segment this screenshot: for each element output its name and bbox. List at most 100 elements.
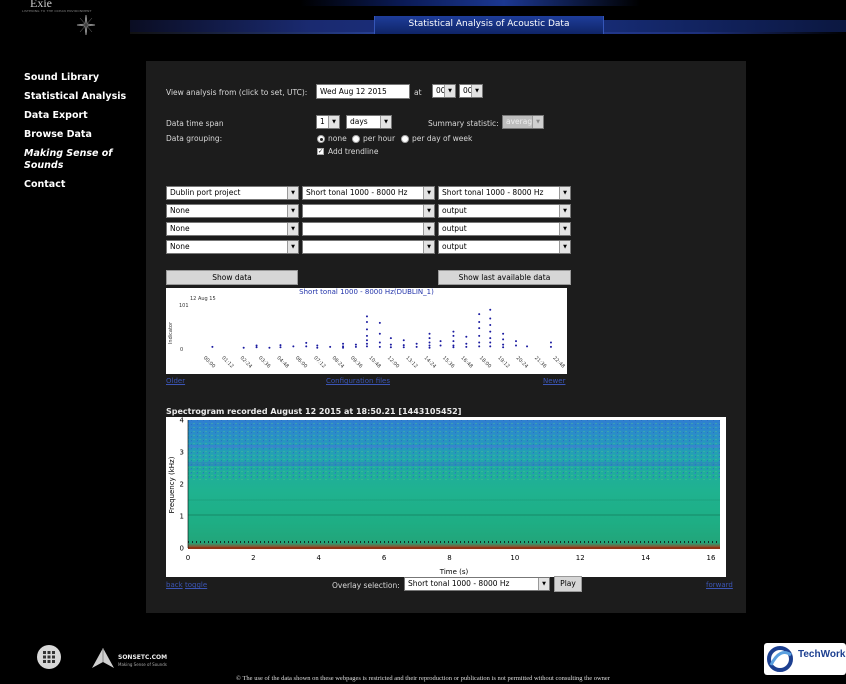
chart-plot: 12 Aug 15 Indicator 101 0 00:00 01:12 02:2… — [168, 296, 566, 370]
hour-select[interactable]: 00 ▼ — [432, 84, 456, 98]
newer-link[interactable]: Newer — [543, 377, 566, 385]
spectrogram-noise-band — [188, 420, 720, 480]
chart-x-tick-label: 15:36 — [441, 355, 455, 369]
time-unit-value: days — [350, 117, 368, 126]
spectrogram-title: Spectrogram recorded August 12 2015 at 1… — [166, 407, 462, 416]
sidebar-item-statistical-analysis[interactable]: Statistical Analysis — [24, 91, 127, 102]
chart-point — [478, 341, 481, 344]
indicator-select[interactable]: ▼ — [302, 240, 435, 254]
play-button[interactable]: Play — [554, 576, 582, 592]
chart-point — [305, 341, 308, 344]
grid-logo-icon[interactable] — [36, 644, 62, 670]
sonsetc-logo-icon[interactable] — [90, 646, 116, 670]
summary-select[interactable]: average ▼ — [502, 115, 544, 129]
chart-point — [316, 344, 319, 347]
chart-point — [211, 345, 214, 348]
toggle-link[interactable]: toggle — [185, 581, 208, 589]
chevron-down-icon: ▼ — [423, 223, 434, 235]
chart-point — [279, 344, 282, 347]
time-span-value: 1 — [320, 117, 325, 126]
summary-value: average — [506, 117, 537, 126]
chart-point — [402, 344, 405, 347]
chart-point — [502, 332, 505, 335]
chart-point — [478, 313, 481, 316]
chart-point — [428, 344, 431, 347]
date-input[interactable]: Wed Aug 12 2015 — [316, 84, 410, 99]
grouping-none-radio[interactable] — [317, 135, 325, 143]
minute-select[interactable]: 00 ▼ — [459, 84, 483, 98]
trendline-checkbox[interactable]: ✓ — [317, 148, 324, 155]
output-select[interactable]: output ▼ — [438, 222, 571, 236]
overlay-selection-label: Overlay selection: — [332, 581, 400, 590]
chart-point — [354, 345, 357, 348]
chart-point — [428, 341, 431, 344]
spectrogram-x-tick: 4 — [317, 554, 322, 562]
site-logo-text[interactable]: Exie — [30, 0, 52, 10]
chart-date-label: 12 Aug 15 — [190, 296, 216, 302]
chevron-down-icon: ▼ — [423, 187, 434, 199]
indicator-select[interactable]: ▼ — [302, 204, 435, 218]
indicator-select[interactable]: Short tonal 1000 - 8000 Hz ▼ — [302, 186, 435, 200]
project-select[interactable]: None ▼ — [166, 204, 299, 218]
sonsetc-title[interactable]: SONSETC.COM — [118, 654, 168, 661]
chart-point — [452, 344, 455, 347]
output-select[interactable]: output ▼ — [438, 240, 571, 254]
spectrogram-y-tick: 0 — [180, 545, 184, 553]
sidebar-item-making-sense[interactable]: Making Sense of Sounds — [24, 148, 113, 171]
chart-point — [478, 327, 481, 330]
chart-point — [489, 308, 492, 311]
chart-point — [342, 346, 345, 349]
time-unit-select[interactable]: days ▼ — [346, 115, 392, 129]
back-link[interactable]: back — [166, 581, 183, 589]
output-select[interactable]: Short tonal 1000 - 8000 Hz ▼ — [438, 186, 571, 200]
indicator-select[interactable]: ▼ — [302, 222, 435, 236]
chart-point — [465, 345, 468, 348]
chevron-down-icon: ▼ — [538, 578, 549, 590]
project-select[interactable]: None ▼ — [166, 222, 299, 236]
sidebar-item-data-export[interactable]: Data Export — [24, 110, 88, 121]
forward-link[interactable]: forward — [706, 581, 733, 589]
show-data-button[interactable]: Show data — [166, 270, 298, 285]
older-link[interactable]: Older — [166, 377, 186, 385]
select-value: Short tonal 1000 - 8000 Hz — [442, 188, 544, 197]
project-select[interactable]: Dublin port project ▼ — [166, 186, 299, 200]
chart-x-tick-label: 22:48 — [551, 355, 565, 369]
sidebar-item-sound-library[interactable]: Sound Library — [24, 72, 100, 83]
chart-point — [452, 340, 455, 343]
grouping-per-day-radio[interactable] — [401, 135, 409, 143]
grouping-per-hour-radio[interactable] — [352, 135, 360, 143]
chart-point — [402, 346, 405, 349]
site-logo-tagline: LISTENING TO THE OCEAN ENVIRONMENT — [22, 9, 92, 13]
techworks-logo[interactable]: TechWork — [764, 643, 846, 675]
chevron-down-icon: ▼ — [423, 241, 434, 253]
configuration-files-link[interactable]: Configuration files — [326, 377, 391, 385]
project-select[interactable]: None ▼ — [166, 240, 299, 254]
spectrogram-x-tick: 12 — [576, 554, 585, 562]
spectrogram-x-label: Time (s) — [439, 568, 469, 576]
spectrogram-band — [188, 445, 720, 448]
chart-x-tick-label: 00:00 — [202, 355, 216, 369]
chart-x-tick-label: 01:12 — [220, 355, 234, 369]
output-select[interactable]: output ▼ — [438, 204, 571, 218]
sidebar-item-contact[interactable]: Contact — [24, 179, 66, 190]
chart-point — [389, 346, 392, 349]
grouping-label: Data grouping: — [166, 134, 223, 143]
spectrogram-y-tick: 4 — [180, 417, 185, 425]
spectrogram-x-tick: 8 — [447, 554, 451, 562]
sidebar-item-browse-data[interactable]: Browse Data — [24, 129, 92, 140]
chart-x-tick-label: 08:24 — [331, 355, 345, 369]
chart-x-tick-label: 09:36 — [349, 355, 363, 369]
chart-x-tick-label: 14:24 — [423, 355, 437, 369]
select-value: Dublin port project — [170, 188, 241, 197]
overlay-select[interactable]: Short tonal 1000 - 8000 Hz ▼ — [404, 577, 550, 591]
chart-point — [478, 320, 481, 323]
techworks-text: TechWork — [798, 649, 846, 660]
spectrogram-y-label: Frequency (kHz) — [168, 456, 176, 513]
show-last-data-button[interactable]: Show last available data — [438, 270, 571, 285]
logo-star-icon — [76, 14, 96, 36]
chart-point — [378, 321, 381, 324]
time-span-select[interactable]: 1 ▼ — [316, 115, 340, 129]
chart-x-tick-label: 21:36 — [533, 355, 547, 369]
chevron-down-icon: ▼ — [328, 116, 339, 128]
